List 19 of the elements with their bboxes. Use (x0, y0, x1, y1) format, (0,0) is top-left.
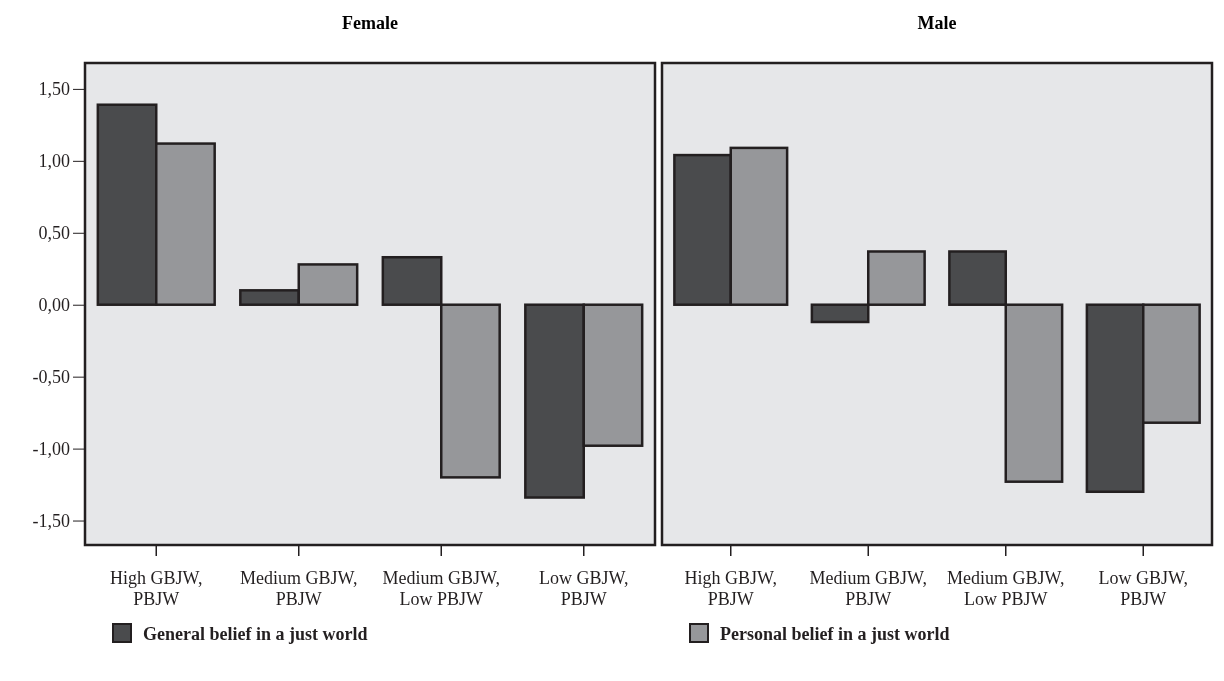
x-tick-label: Medium GBJW, PBJW (240, 568, 358, 609)
x-tick-label: Medium GBJW, Low PBJW (947, 568, 1065, 609)
y-tick-label: 0,00 (38, 294, 70, 315)
legend-label: Personal belief in a just world (720, 624, 950, 644)
legend-label: General belief in a just world (143, 624, 368, 644)
y-tick-label: -1,00 (32, 438, 70, 459)
chart-title: Female (342, 13, 398, 33)
x-tick-label: High GBJW, PBJW (110, 568, 203, 609)
x-tick-label: Medium GBJW, PBJW (809, 568, 927, 609)
y-tick-label: 1,50 (38, 79, 70, 100)
x-tick-label: Low GBJW, PBJW (1098, 568, 1188, 609)
x-tick-label: Medium GBJW, Low PBJW (382, 568, 500, 609)
y-tick-label: -1,50 (32, 510, 70, 531)
x-tick-label: High GBJW, PBJW (684, 568, 777, 609)
y-tick-label: 0,50 (38, 223, 70, 244)
y-tick-label: -0,50 (32, 366, 70, 387)
y-tick-label: 1,00 (38, 151, 70, 172)
x-tick-label: Low GBJW, PBJW (539, 568, 629, 609)
chart-title: Male (917, 13, 957, 33)
